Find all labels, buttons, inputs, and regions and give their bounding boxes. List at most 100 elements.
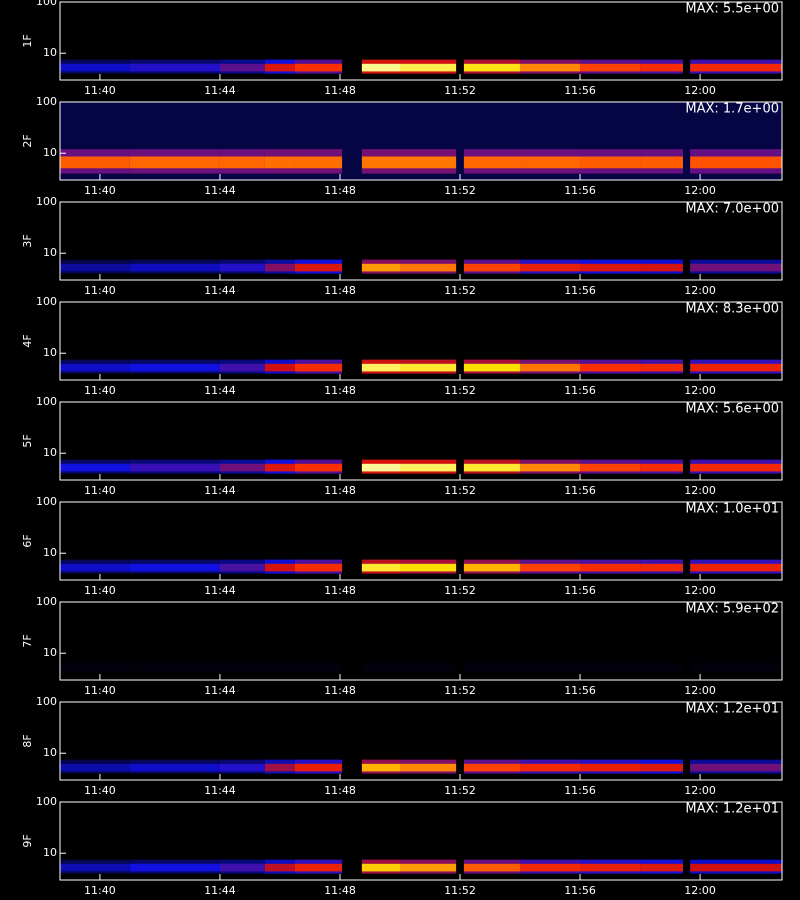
band-cell — [580, 156, 641, 169]
y-tick-label: 10 — [43, 246, 57, 259]
x-tick-label: 12:00 — [684, 84, 716, 97]
band-cell — [690, 63, 782, 72]
x-tick-label: 11:48 — [324, 784, 356, 797]
band-cell — [399, 763, 457, 772]
y-tick-label: 100 — [36, 295, 57, 308]
band-cell — [640, 663, 683, 672]
x-tick-label: 11:52 — [444, 484, 476, 497]
band-cell — [361, 463, 400, 472]
panel-label: 3F — [21, 234, 34, 247]
band-cell — [640, 863, 683, 872]
band-cell — [294, 156, 343, 169]
band-cell — [463, 463, 521, 472]
band-cell — [219, 563, 265, 572]
band-cell — [520, 563, 581, 572]
x-tick-label: 11:52 — [444, 184, 476, 197]
x-tick-label: 11:44 — [204, 784, 236, 797]
band-cell — [463, 263, 521, 272]
x-tick-label: 12:00 — [684, 284, 716, 297]
x-tick-label: 11:52 — [444, 684, 476, 697]
band-cell — [60, 863, 130, 872]
x-tick-label: 11:44 — [204, 684, 236, 697]
x-tick-label: 12:00 — [684, 884, 716, 897]
band-cell — [361, 263, 400, 272]
band-cell — [294, 263, 343, 272]
plot-frame — [59, 701, 783, 781]
band-cell — [399, 363, 457, 372]
plot-frame — [59, 101, 783, 181]
band-cell — [690, 663, 782, 672]
band-cell — [520, 63, 581, 72]
x-tick-label: 11:44 — [204, 584, 236, 597]
band-cell — [463, 156, 521, 169]
x-tick-label: 11:52 — [444, 284, 476, 297]
plot-frame — [59, 801, 783, 881]
y-tick-label: 10 — [43, 146, 57, 159]
band-cell — [264, 263, 295, 272]
x-tick-label: 11:56 — [564, 584, 596, 597]
band-cell — [219, 663, 265, 672]
band-cell — [399, 156, 457, 169]
max-label: MAX: 1.2e+01 — [685, 702, 779, 717]
band-cell — [60, 63, 130, 72]
band-cell — [129, 663, 220, 672]
band-cell — [60, 563, 130, 572]
x-tick-label: 11:44 — [204, 884, 236, 897]
band-cell — [580, 463, 641, 472]
x-tick-label: 11:40 — [84, 884, 116, 897]
panel-label: 5F — [21, 434, 34, 447]
band-cell — [129, 463, 220, 472]
band-cell — [399, 863, 457, 872]
band-cell — [520, 156, 581, 169]
max-label: MAX: 5.5e+00 — [685, 2, 779, 17]
x-tick-label: 11:52 — [444, 884, 476, 897]
band-cell — [294, 563, 343, 572]
band-cell — [219, 63, 265, 72]
x-tick-label: 11:52 — [444, 584, 476, 597]
max-label: MAX: 5.6e+00 — [685, 402, 779, 417]
x-tick-label: 11:48 — [324, 184, 356, 197]
band-cell — [640, 763, 683, 772]
x-tick-label: 11:48 — [324, 684, 356, 697]
x-tick-label: 11:48 — [324, 284, 356, 297]
band-cell — [580, 663, 641, 672]
y-tick-label: 10 — [43, 346, 57, 359]
band-cell — [520, 763, 581, 772]
x-tick-label: 11:40 — [84, 284, 116, 297]
band-cell — [294, 363, 343, 372]
band-cell — [463, 363, 521, 372]
y-tick-label: 100 — [36, 195, 57, 208]
band-cell — [294, 863, 343, 872]
x-tick-label: 11:40 — [84, 484, 116, 497]
max-label: MAX: 7.0e+00 — [685, 202, 779, 217]
band-cell — [60, 663, 130, 672]
band-cell — [690, 863, 782, 872]
plot-frame — [59, 1, 783, 81]
band-cell — [60, 363, 130, 372]
band-cell — [690, 263, 782, 272]
x-tick-label: 12:00 — [684, 384, 716, 397]
x-tick-label: 11:40 — [84, 184, 116, 197]
y-tick-label: 100 — [36, 495, 57, 508]
x-tick-label: 12:00 — [684, 784, 716, 797]
x-tick-label: 11:52 — [444, 84, 476, 97]
plot-frame — [59, 201, 783, 281]
band-cell — [264, 63, 295, 72]
band-cell — [463, 863, 521, 872]
x-tick-label: 11:44 — [204, 384, 236, 397]
band-cell — [129, 156, 220, 169]
x-tick-label: 11:52 — [444, 784, 476, 797]
band-cell — [580, 563, 641, 572]
x-tick-label: 11:56 — [564, 84, 596, 97]
x-tick-label: 11:56 — [564, 284, 596, 297]
band-cell — [580, 763, 641, 772]
band-cell — [361, 156, 400, 169]
band-cell — [219, 763, 265, 772]
x-tick-label: 11:48 — [324, 884, 356, 897]
band-cell — [219, 156, 265, 169]
x-tick-label: 11:56 — [564, 184, 596, 197]
y-tick-label: 100 — [36, 695, 57, 708]
x-tick-label: 11:52 — [444, 384, 476, 397]
x-tick-label: 11:56 — [564, 884, 596, 897]
